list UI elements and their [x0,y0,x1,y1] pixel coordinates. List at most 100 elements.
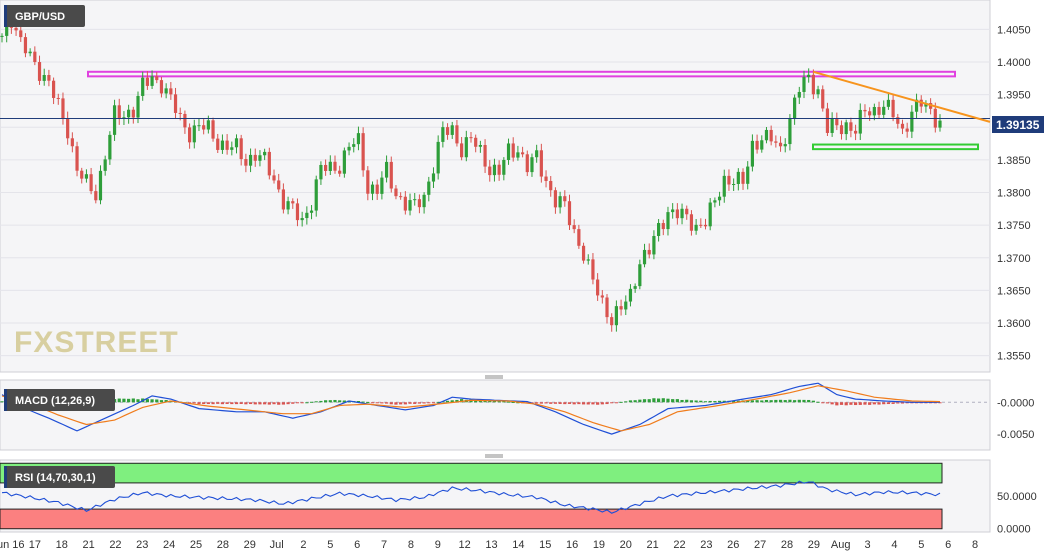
candle-body [37,62,42,81]
macd-histogram-bar [300,402,304,404]
candle-body [638,264,642,287]
candle-body [769,129,773,142]
macd-histogram-bar [474,400,478,403]
macd-histogram-bar [802,399,806,403]
x-tick-label: Aug [831,539,851,551]
macd-histogram-bar [760,400,764,403]
candle-body [849,122,853,131]
candle-body [70,138,74,147]
macd-panel-border [0,379,991,451]
price-y-axis: 1.40501.40001.39501.39001.38501.38001.37… [997,24,1031,362]
candle-body [347,146,351,151]
symbol-label[interactable]: GBP/USD [4,5,85,27]
macd-histogram-bar [380,402,384,404]
macd-histogram-bar [427,402,431,404]
candle-body [750,140,754,167]
candle-body [830,118,834,133]
candle-body [633,286,637,289]
candle-body [685,208,689,215]
candle-body [717,196,722,201]
macd-histogram-bar [413,402,417,404]
candle-body [267,151,271,176]
candle-body [914,99,919,112]
candle-body [389,161,393,189]
x-tick-label: 28 [217,539,229,551]
macd-histogram-bar [793,400,797,403]
macd-histogram-bar [281,402,285,405]
candle-body [150,76,154,86]
macd-histogram-bar [511,401,515,403]
candle-body [309,210,314,213]
macd-histogram-bar [539,402,543,404]
macd-histogram-bar [708,400,712,403]
macd-histogram-bar [835,402,839,406]
macd-histogram-bar [506,401,511,403]
candle-body [281,189,285,210]
macd-histogram-bar [234,402,239,405]
rsi-oversold-band [0,508,943,530]
macd-histogram-bar [722,400,726,403]
macd-histogram-bar [150,399,154,403]
candle-body [112,105,117,135]
macd-histogram-bar [239,402,243,404]
candle-body [835,118,839,126]
candle-body [506,143,511,160]
macd-histogram-bar [272,402,276,405]
macd-histogram-bar [811,400,815,403]
candle-body [708,202,712,227]
candle-body [520,152,525,155]
price-y-tick-label: 1.3800 [997,188,1031,200]
candle-body [230,147,234,150]
macd-histogram-bar [713,401,717,403]
last-price-text: 1.39135 [996,118,1040,132]
candle-body [605,297,609,318]
candle-body [14,27,18,31]
candle-body [352,144,356,147]
macd-label[interactable]: MACD (12,26,9) [4,389,115,411]
price-grid [0,28,990,357]
macd-histogram-bar [248,402,253,405]
candle-body [619,306,623,310]
candle-body [581,245,586,261]
candle-body [263,151,267,156]
macd-panel-bg [0,380,990,450]
candle-body [872,106,876,116]
macd-histogram-bar [868,402,872,405]
candle-body [464,137,468,158]
candle-body [553,190,558,208]
candle-body [375,184,379,194]
macd-histogram-bar [839,402,844,405]
macd-histogram-bar [717,400,722,403]
macd-histogram-bar [680,399,684,403]
rsi-label[interactable]: RSI (14,70,30,1) [4,466,115,488]
macd-histogram-bar [614,402,618,404]
price-y-tick-label: 1.4000 [997,57,1031,69]
price-y-tick-label: 1.3700 [997,253,1031,265]
x-tick-label: 12 [459,539,471,551]
candle-body [136,95,140,118]
macd-histogram-bar [455,399,459,403]
rsi-resize-handle[interactable] [485,454,503,458]
candle-body [108,134,112,160]
x-tick-label: 8 [408,539,414,551]
descending-trendline [813,70,991,123]
candle-body [338,170,342,174]
macd-histogram-bar [600,402,604,405]
macd-histogram-bar [155,399,159,403]
watermark-text: FXSTREET [14,326,179,359]
macd-histogram-bar [872,402,876,405]
candle-body [103,159,107,171]
candle-body [596,279,600,296]
x-tick-label: 7 [381,539,387,551]
candle-body [774,141,778,143]
candle-body [295,203,300,221]
candle-body [47,75,51,81]
candle-body [127,109,131,118]
macd-resize-handle[interactable] [485,375,503,379]
candle-body [694,224,698,231]
macd-y-tick-label: -0.0000 [997,397,1034,409]
macd-histogram-bar [197,402,201,405]
macd-histogram-bar [164,400,168,403]
macd-histogram-bar [445,400,450,403]
macd-histogram-bar [399,402,403,405]
